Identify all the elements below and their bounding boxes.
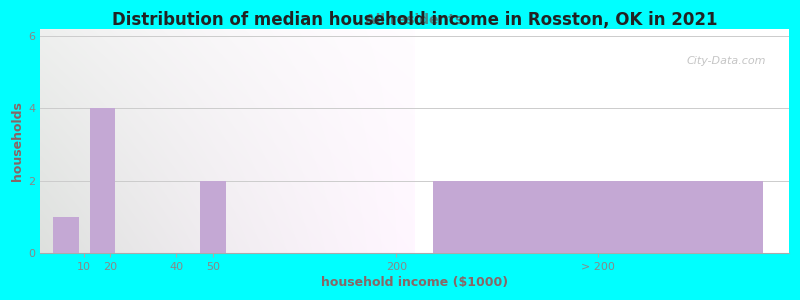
Bar	[200, 181, 226, 253]
Bar	[90, 108, 115, 253]
Title: Distribution of median household income in Rosston, OK in 2021: Distribution of median household income …	[112, 11, 718, 29]
Y-axis label: households: households	[11, 101, 24, 181]
Bar	[53, 217, 78, 253]
Text: All residents: All residents	[366, 13, 464, 27]
Text: City-Data.com: City-Data.com	[687, 56, 766, 66]
Bar	[414, 29, 789, 253]
Bar	[433, 181, 763, 253]
X-axis label: household income ($1000): household income ($1000)	[321, 276, 508, 289]
